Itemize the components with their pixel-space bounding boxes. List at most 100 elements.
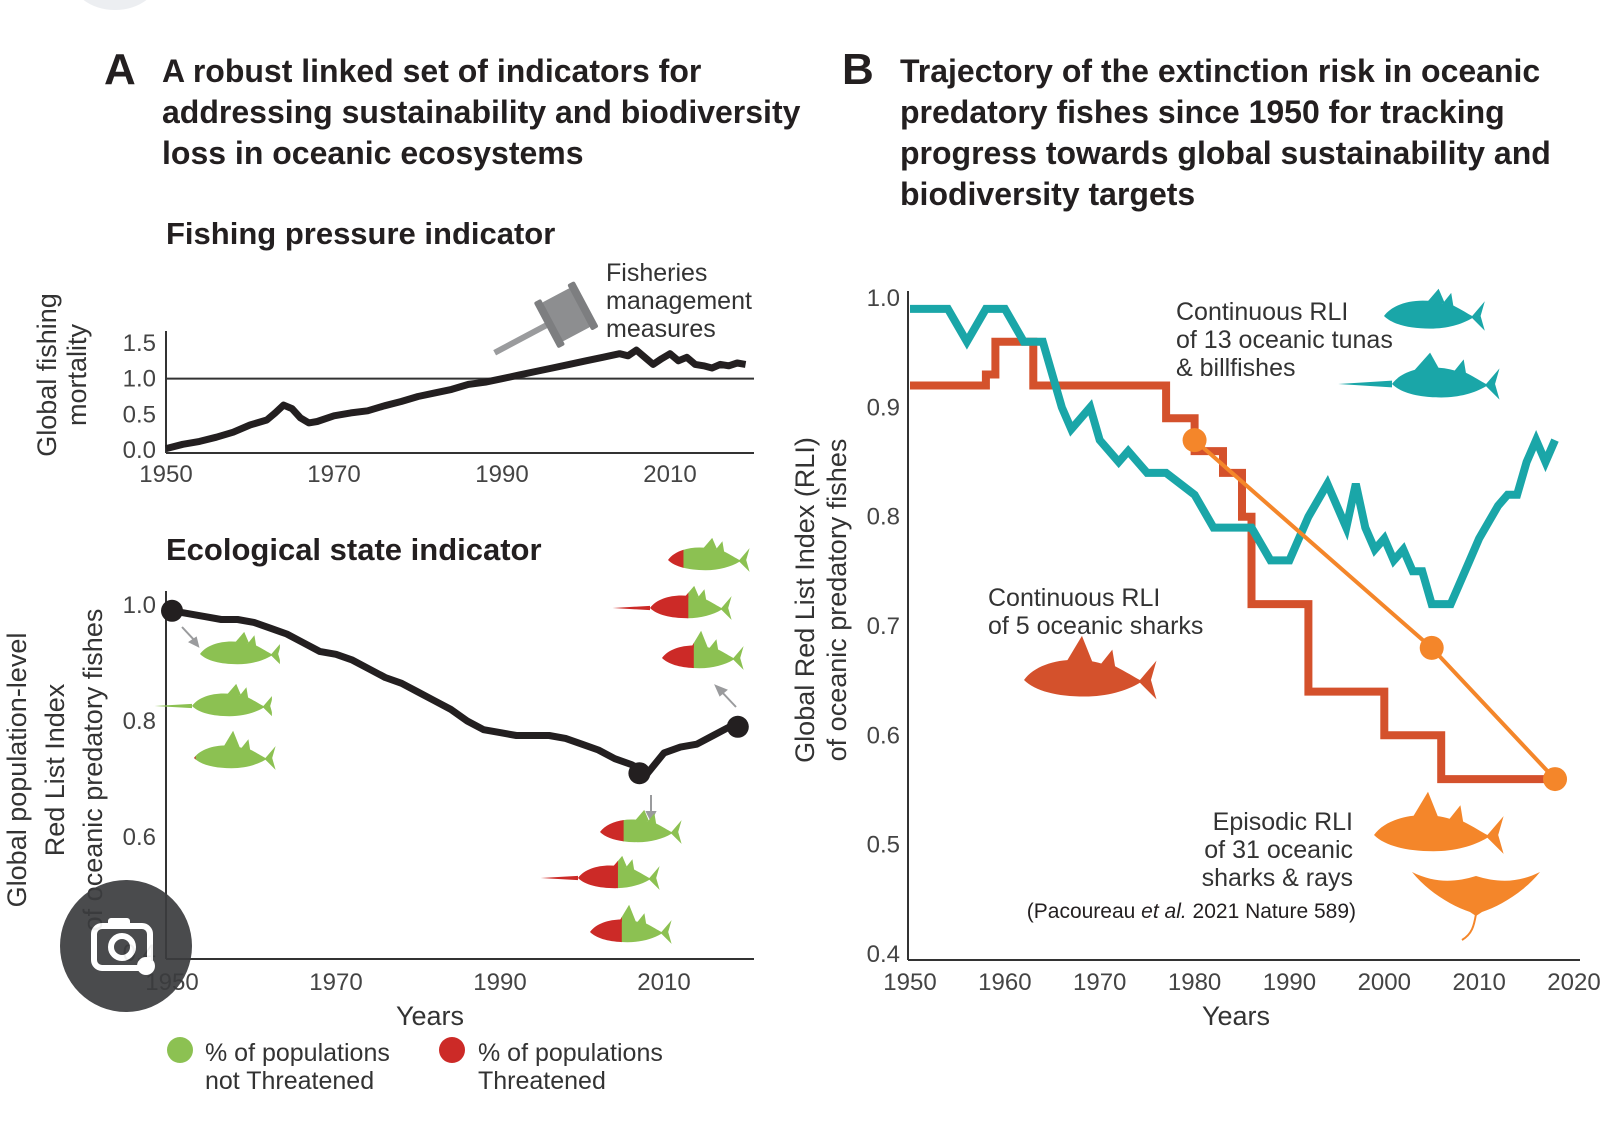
billfish-icon (154, 683, 272, 718)
eco-x-axis-title: Years (396, 1001, 464, 1031)
eco-y-tick: 0.6 (123, 824, 156, 851)
eco-highlight-point (726, 715, 749, 738)
rli-x-tick: 1960 (978, 969, 1031, 996)
billfish-icon (612, 585, 732, 620)
rli-y-tick: 0.6 (867, 722, 900, 749)
fish-group-group-2007 (540, 809, 682, 944)
fishing-ylabel-line-1: Global fishing (32, 293, 62, 457)
panel-b-title-line-1: Trajectory of the extinction risk in oce… (900, 53, 1540, 89)
rli-x-tick: 1950 (883, 969, 936, 996)
eco-x-tick: 1990 (473, 969, 526, 996)
rli-y-tick: 0.7 (867, 613, 900, 640)
billfish-icon (540, 855, 660, 890)
ray-icon (1412, 872, 1540, 941)
fishing-y-tick: 0.5 (123, 401, 156, 428)
rli-y-tick: 0.8 (867, 504, 900, 531)
legend: % of populations not Threatened % of pop… (167, 1037, 663, 1095)
rli-y-tick: 0.5 (867, 832, 900, 859)
rli-ylabel-line-2: of oceanic predatory fishes (822, 439, 852, 762)
rli-y-tick: 0.4 (867, 941, 900, 968)
ecological-state-chart: Ecological state indicator Global popula… (2, 532, 754, 1031)
legend-threatened-line-2: Threatened (478, 1067, 606, 1095)
extinction-trajectory-chart: Global Red List Index (RLI) of oceanic p… (790, 285, 1600, 1031)
sharks-continuous-rli-line (910, 337, 1555, 784)
fish-group-group-1950 (154, 631, 280, 770)
rli-x-tick: 2020 (1547, 969, 1600, 996)
rli-y-tick: 0.9 (867, 394, 900, 421)
fishing-pressure-chart: Fishing pressure indicator Global fishin… (32, 216, 754, 488)
billfish-icon (1338, 352, 1500, 400)
shark-label-line-2: of 5 oceanic sharks (988, 612, 1203, 640)
episodic-rli-point (1419, 635, 1444, 660)
shark-icon (1024, 635, 1157, 700)
episodic-rli-point (1543, 767, 1568, 792)
eco-y-tick: 0.8 (123, 708, 156, 735)
camera-search-icon[interactable] (60, 880, 192, 1012)
eco-ylabel-line-3: of oceanic predatory fishes (78, 609, 108, 932)
episodic-label-line-2: of 31 oceanic (1204, 836, 1353, 864)
episodic-rli-line (1193, 438, 1557, 781)
fishing-ylabel-line-2: mortality (62, 323, 92, 426)
tuna-icon (1384, 288, 1485, 331)
panel-b-letter: B (842, 45, 874, 94)
fish-group-arrows (181, 626, 737, 823)
tuna-label-line-3: & billfishes (1176, 354, 1296, 382)
fishing-x-tick: 1970 (307, 461, 360, 488)
eco-x-tick: 2010 (637, 969, 690, 996)
tuna-icon (200, 631, 280, 666)
top-blur-decoration (70, 0, 160, 10)
fishing-pressure-title: Fishing pressure indicator (166, 216, 555, 251)
gavel-annotation-line-3: measures (606, 315, 716, 343)
rli-x-tick: 1970 (1073, 969, 1126, 996)
rli-ylabel-line-1: Global Red List Index (RLI) (790, 437, 820, 763)
panel-a-title-line-2: addressing sustainability and biodiversi… (162, 94, 801, 130)
episodic-label-line-1: Episodic RLI (1213, 808, 1353, 836)
gavel-annotation-line-2: management (606, 287, 752, 315)
rli-x-tick: 1980 (1168, 969, 1221, 996)
shark-icon (590, 904, 672, 944)
legend-not-threatened-line-1: % of populations (205, 1039, 390, 1067)
panel-a-title-line-1: A robust linked set of indicators for (162, 53, 701, 89)
eco-ylabel-line-2: Red List Index (40, 683, 70, 856)
panel-a-letter: A (104, 45, 136, 94)
fishing-y-tick: 1.5 (123, 330, 156, 357)
legend-swatch-threatened (439, 1037, 465, 1063)
rli-x-axis-title: Years (1202, 1001, 1270, 1031)
panel-b-title-line-3: progress towards global sustainability a… (900, 135, 1551, 171)
fishing-y-tick: 1.0 (123, 366, 156, 393)
panel-a-title-line-3: loss in oceanic ecosystems (162, 135, 584, 171)
eco-highlight-point (628, 762, 651, 785)
shark-icon (662, 630, 744, 670)
rli-x-tick: 1990 (1263, 969, 1316, 996)
rli-x-tick: 2010 (1452, 969, 1505, 996)
eco-y-tick: 1.0 (123, 592, 156, 619)
fishing-x-tick: 2010 (643, 461, 696, 488)
panel-b-title-line-2: predatory fishes since 1950 for tracking (900, 94, 1505, 130)
tunas-billfishes-rli-line (910, 304, 1559, 609)
fishing-mortality-line (165, 346, 747, 452)
rli-x-tick: 2000 (1358, 969, 1411, 996)
eco-x-tick: 1970 (309, 969, 362, 996)
fishing-x-tick: 1950 (139, 461, 192, 488)
orange-shark-icon (1374, 791, 1504, 854)
fishing-y-tick: 0.0 (123, 437, 156, 464)
legend-not-threatened-line-2: not Threatened (205, 1067, 374, 1095)
gavel-annotation-line-1: Fisheries (606, 259, 707, 287)
citation: (Pacoureau et al. 2021 Nature 589) (1027, 900, 1356, 923)
ecological-state-title: Ecological state indicator (166, 532, 542, 567)
rli-y-tick: 1.0 (867, 285, 900, 312)
shark-icon (194, 730, 276, 770)
shark-label-line-1: Continuous RLI (988, 584, 1160, 612)
eco-highlight-point (161, 599, 183, 622)
tuna-icon (668, 537, 750, 572)
legend-swatch-not-threatened (167, 1037, 193, 1063)
panel-b-title-line-4: biodiversity targets (900, 176, 1195, 212)
tuna-label-line-1: Continuous RLI (1176, 298, 1348, 326)
episodic-rli-point (1182, 428, 1207, 453)
episodic-label-line-3: sharks & rays (1202, 864, 1353, 892)
tuna-label-line-2: of 13 oceanic tunas (1176, 326, 1393, 354)
fishing-x-tick: 1990 (475, 461, 528, 488)
fish-group-group-2019 (612, 537, 750, 670)
eco-rli-line (171, 607, 739, 777)
